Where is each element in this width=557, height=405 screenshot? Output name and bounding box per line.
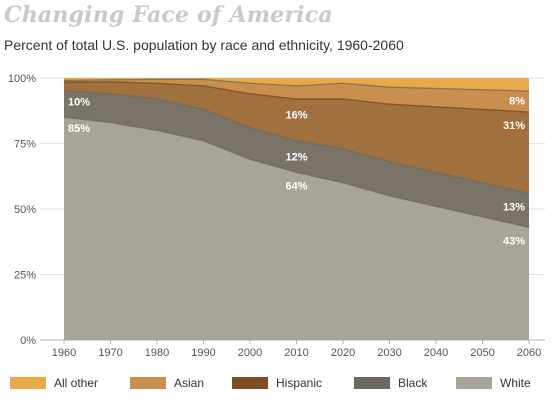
y-tick-label: 50% bbox=[14, 204, 36, 216]
area-white bbox=[64, 117, 529, 340]
x-tick-label: 2010 bbox=[284, 347, 308, 359]
data-label: 16% bbox=[285, 110, 307, 122]
data-label: 10% bbox=[68, 97, 90, 109]
chart-title: Changing Face of America bbox=[4, 2, 333, 28]
x-tick-label: 1980 bbox=[145, 347, 169, 359]
x-tick-label: 1960 bbox=[52, 347, 76, 359]
boundary-line-white bbox=[63, 116, 530, 228]
x-tick-label: 1970 bbox=[98, 347, 122, 359]
areas bbox=[64, 78, 529, 340]
chart-subtitle: Percent of total U.S. population by race… bbox=[4, 37, 404, 53]
y-tick-label: 100% bbox=[8, 73, 36, 85]
legend-item-asian: Asian bbox=[130, 376, 204, 390]
y-tick-label: 75% bbox=[14, 139, 36, 151]
y-tick-label: 25% bbox=[14, 270, 36, 282]
data-label: 64% bbox=[285, 180, 307, 192]
legend-item-white: White bbox=[456, 376, 531, 390]
x-axis-ticks: 1960 1970 1980 1990 2000 2010 2020 2030 2040 2050… bbox=[52, 340, 541, 359]
data-label: 12% bbox=[285, 152, 307, 164]
data-label: 13% bbox=[503, 201, 525, 213]
data-labels: 10% 85% 16% 12% 64% 8% 31% 13% 43% bbox=[68, 95, 525, 247]
legend-swatch bbox=[130, 377, 166, 389]
legend-swatch bbox=[232, 377, 268, 389]
area-asian bbox=[64, 79, 529, 113]
stacked-area-chart: 0% 25% 50% 75% 100% 1960 1970 1980 1990 2000 2010… bbox=[8, 73, 545, 359]
legend: All other Asian Hispanic Black White bbox=[0, 376, 557, 398]
legend-item-black: Black bbox=[354, 376, 427, 390]
legend-swatch bbox=[354, 377, 390, 389]
x-tick-label: 2050 bbox=[470, 347, 494, 359]
boundary-line-hispanic bbox=[64, 81, 530, 113]
legend-swatch bbox=[456, 377, 492, 389]
data-label: 85% bbox=[68, 123, 90, 135]
x-tick-label: 2060 bbox=[517, 347, 541, 359]
legend-label: Hispanic bbox=[276, 376, 323, 390]
boundary-line-asian bbox=[63, 78, 530, 92]
x-tick-label: 2020 bbox=[331, 347, 355, 359]
legend-item-all-other: All other bbox=[10, 376, 98, 390]
data-label: 43% bbox=[503, 235, 525, 247]
x-tick-label: 2040 bbox=[424, 347, 448, 359]
y-axis-ticks: 0% 25% 50% 75% 100% bbox=[8, 73, 36, 347]
legend-label: All other bbox=[54, 376, 99, 390]
boundary-line-black bbox=[63, 90, 530, 194]
boundary-lines bbox=[63, 78, 530, 228]
legend-item-hispanic: Hispanic bbox=[232, 376, 322, 390]
x-tick-label: 2030 bbox=[377, 347, 401, 359]
area-black bbox=[64, 91, 529, 228]
area-hispanic bbox=[64, 81, 529, 194]
data-label: 31% bbox=[503, 120, 525, 132]
data-label: 8% bbox=[509, 95, 525, 107]
y-tick-label: 0% bbox=[20, 335, 36, 347]
x-tick-label: 2000 bbox=[238, 347, 262, 359]
legend-label: White bbox=[500, 376, 531, 390]
legend-swatch bbox=[10, 377, 46, 389]
x-tick-label: 1990 bbox=[191, 347, 215, 359]
legend-label: Black bbox=[398, 376, 428, 390]
legend-label: Asian bbox=[174, 376, 205, 390]
